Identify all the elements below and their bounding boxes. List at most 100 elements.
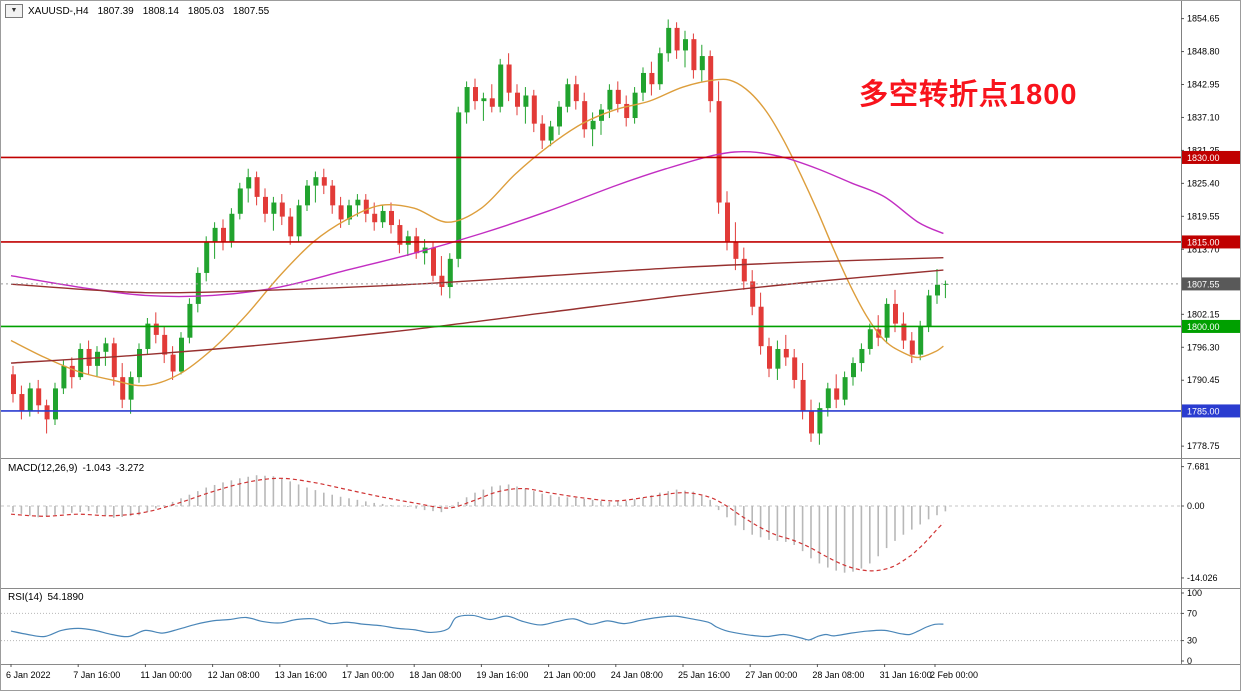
candle-bear (489, 98, 495, 107)
candle-bull (53, 388, 58, 420)
candle-bear (809, 410, 814, 434)
candle-bull (657, 53, 663, 85)
candle-bear (783, 348, 789, 358)
candle-bull (27, 388, 33, 411)
ohlc-low: 1805.03 (187, 5, 225, 17)
rsi-line (10, 614, 944, 641)
candle-bull (859, 348, 865, 364)
candle-bull (145, 323, 151, 349)
price-badge-label: 1830.00 (1187, 153, 1220, 163)
candle-bull (825, 388, 831, 409)
candle-bear (540, 123, 546, 141)
candle-bull (867, 329, 873, 349)
candle-bear (615, 89, 621, 104)
candle-bull (884, 303, 890, 338)
candle-bull (842, 377, 848, 400)
rsi-name: RSI(14) (8, 592, 43, 603)
candle-bull (179, 337, 184, 372)
macd-panel[interactable] (1, 475, 1181, 573)
macd-signal-line (10, 477, 944, 572)
rsi-panel[interactable] (1, 612, 1181, 642)
time-label: 7 Jan 16:00 (73, 670, 120, 680)
candle-bear (153, 323, 159, 335)
time-axis[interactable]: 6 Jan 2022 7 Jan 16:00 11 Jan 00:00 12 Jan … (6, 664, 978, 680)
time-label: 28 Jan 08:00 (812, 670, 864, 680)
candle-bear (170, 354, 176, 372)
candle-bear (515, 92, 520, 107)
ma-fast-orange (10, 78, 944, 387)
chevron-down-icon: ▼ (10, 7, 18, 14)
candle-bear (834, 388, 840, 400)
chart-frame (1, 1, 1240, 665)
price-axis-label: 1831.25 (1187, 145, 1220, 155)
candle-bull (918, 326, 924, 355)
time-label: 31 Jan 16:00 (880, 670, 932, 680)
time-label: 21 Jan 00:00 (544, 670, 596, 680)
price-badge-1807.55 (1182, 277, 1240, 291)
price-axis-label: 1854.65 (1187, 14, 1220, 24)
candle-bull (95, 351, 100, 366)
candle-bull (851, 363, 856, 378)
rsi-indicator-label: RSI(14) 54.1890 (8, 592, 89, 603)
candle-bull (212, 227, 218, 242)
macd-indicator-label: MACD(12,26,9) -1.043 -3.272 (8, 463, 149, 474)
rsi-axis-label: 100 (1187, 588, 1202, 598)
candle-bull (775, 348, 781, 369)
candle-bear (162, 334, 168, 355)
candle-bull (683, 39, 688, 51)
price-badge-label: 1800.00 (1187, 322, 1220, 332)
candle-bull (447, 258, 453, 288)
price-axis-label: 1790.45 (1187, 375, 1220, 385)
candle-bear (767, 346, 772, 369)
price-axis-label: 1842.95 (1187, 80, 1220, 90)
candle-bull (699, 56, 705, 71)
candle-bear (531, 95, 537, 124)
ma-mid-magenta (10, 150, 944, 298)
candle-bull (641, 72, 646, 93)
candle-bull (548, 126, 554, 141)
candle-bull (380, 210, 386, 223)
candle-bear (11, 374, 16, 395)
candle-bull (246, 177, 252, 189)
candle-bear (44, 405, 50, 420)
trend-annotation: 多空转折点1800 (859, 79, 1078, 111)
candle-bear (649, 72, 655, 85)
time-label: 2 Feb 00:00 (930, 670, 978, 680)
price-badge-label: 1815.00 (1187, 237, 1220, 247)
candle-bear (624, 103, 630, 119)
candle-bull (935, 284, 940, 296)
candle-bull (481, 98, 487, 102)
candle-bear (431, 247, 436, 276)
time-label: 12 Jan 08:00 (208, 670, 260, 680)
candle-bull (313, 177, 319, 186)
candle-bull (523, 95, 529, 107)
time-label: 18 Jan 08:00 (409, 670, 461, 680)
candle-bull (296, 205, 302, 237)
candle-bear (19, 394, 25, 411)
candle-bear (414, 236, 420, 254)
candle-bear (473, 87, 478, 102)
candle-bear (288, 216, 294, 237)
price-axis-label: 1802.15 (1187, 309, 1220, 319)
candle-bull (271, 202, 277, 214)
price-badge-1830.00 (1182, 150, 1240, 164)
candle-bull (78, 348, 84, 378)
candle-bull (305, 185, 310, 206)
price-axis-label: 1796.30 (1187, 342, 1220, 352)
candle-bull (347, 205, 352, 220)
candle-bear (733, 241, 739, 259)
candle-bull (128, 377, 134, 400)
price-axis[interactable]: 1854.65 1848.80 1842.95 1837.10 1831.25 1825.… (1181, 14, 1240, 666)
price-badge-label: 1807.55 (1187, 279, 1220, 289)
candle-bull (607, 89, 613, 110)
candle-bear (792, 357, 798, 380)
candle-bull (61, 365, 67, 389)
macd-name: MACD(12,26,9) (8, 463, 78, 474)
price-badge-label: 1785.00 (1187, 406, 1220, 416)
symbol-dropdown-button[interactable]: ▼ (5, 4, 23, 18)
main-price-panel[interactable] (1, 19, 1181, 445)
candle-bull (195, 272, 201, 304)
macd-value-main: -1.043 (82, 463, 111, 474)
